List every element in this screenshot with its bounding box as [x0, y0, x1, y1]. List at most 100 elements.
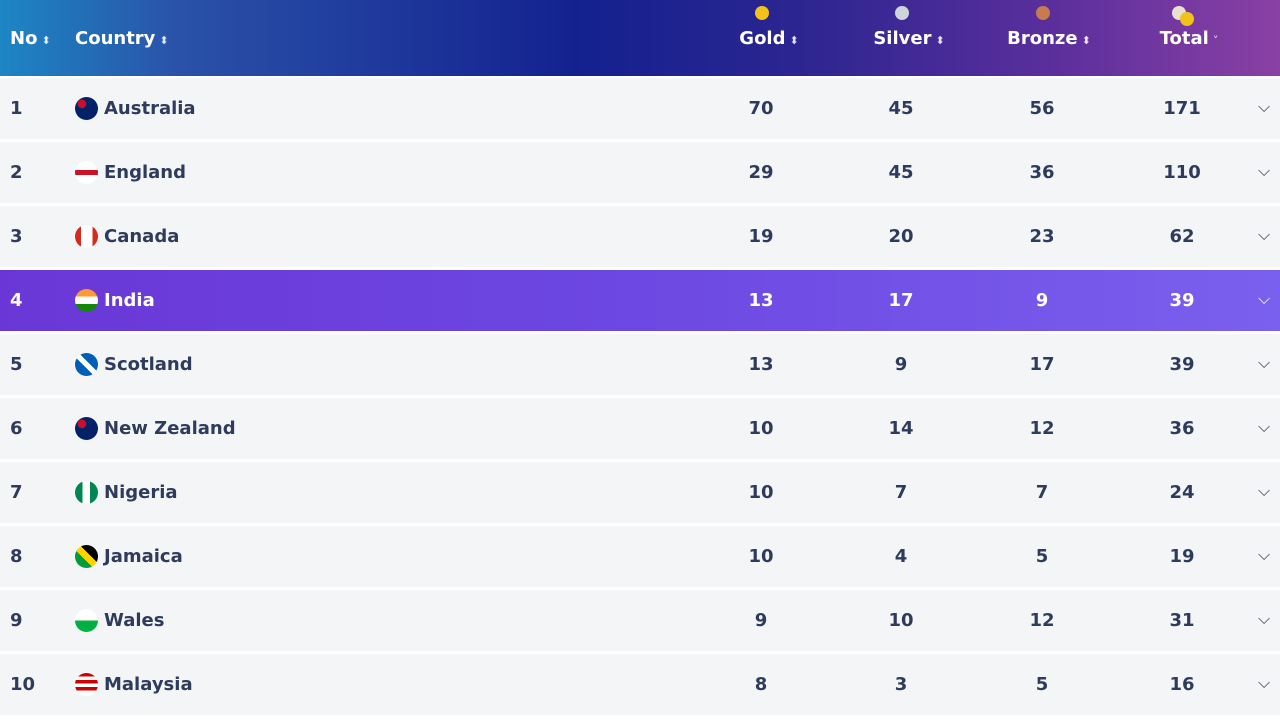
country-name: Wales — [104, 610, 165, 631]
bronze-count: 12 — [1029, 418, 1055, 439]
column-header[interactable]: Silver ⬍ — [873, 28, 944, 49]
country-name: Nigeria — [104, 482, 178, 503]
silver-count: 9 — [894, 354, 908, 375]
rank: 1 — [10, 98, 23, 119]
country-flag — [75, 225, 98, 248]
silver-count: 7 — [894, 482, 908, 503]
expand-chevron[interactable]: ⌵ — [1258, 417, 1271, 436]
table-row: 2 England 29 45 36 110 ⌵ — [0, 142, 1280, 203]
column-label: No — [10, 28, 38, 49]
country-flag — [75, 545, 98, 568]
column-label: Gold — [739, 28, 786, 49]
bronze-medal-icon — [1036, 6, 1050, 20]
bronze-count: 56 — [1029, 98, 1055, 119]
table-row: 9 Wales 9 10 12 31 ⌵ — [0, 590, 1280, 651]
column-header[interactable]: No ⬍ — [10, 28, 51, 49]
country-flag — [75, 481, 98, 504]
table-row: 1 Australia 70 45 56 171 ⌵ — [0, 78, 1280, 139]
total-count: 110 — [1163, 162, 1201, 183]
country-flag — [75, 161, 98, 184]
silver-count: 17 — [888, 290, 914, 311]
rank: 10 — [10, 674, 36, 695]
column-label: Total — [1159, 28, 1209, 49]
rank: 5 — [10, 354, 23, 375]
country-name: Jamaica — [104, 546, 183, 567]
expand-chevron[interactable]: ⌵ — [1258, 97, 1271, 116]
table-row: 7 Nigeria 10 7 7 24 ⌵ — [0, 462, 1280, 523]
column-header[interactable]: Total ˅ — [1160, 28, 1219, 49]
country-name: India — [104, 290, 155, 311]
total-count: 31 — [1169, 610, 1195, 631]
gold-count: 9 — [754, 610, 768, 631]
table-row: 6 New Zealand 10 14 12 36 ⌵ — [0, 398, 1280, 459]
gold-count: 10 — [748, 546, 774, 567]
rank: 2 — [10, 162, 23, 183]
silver-medal-icon — [895, 6, 909, 20]
table-row: 5 Scotland 13 9 17 39 ⌵ — [0, 334, 1280, 395]
sort-icon: ⬍ — [1081, 34, 1091, 47]
total-count: 16 — [1169, 674, 1195, 695]
country-name: England — [104, 162, 187, 183]
silver-count: 14 — [888, 418, 914, 439]
column-header[interactable]: Gold ⬍ — [739, 28, 798, 49]
gold-count: 8 — [754, 674, 768, 695]
country-name: Canada — [104, 226, 180, 247]
expand-chevron[interactable]: ⌵ — [1258, 609, 1271, 628]
total-medal-icon — [1180, 12, 1194, 26]
silver-count: 20 — [888, 226, 914, 247]
column-header[interactable]: Bronze ⬍ — [1007, 28, 1091, 49]
table-row: 10 Malaysia 8 3 5 16 ⌵ — [0, 654, 1280, 715]
bronze-count: 36 — [1029, 162, 1055, 183]
table-header: No ⬍ Country ⬍ Gold ⬍ Silver ⬍ Bronze ⬍ Total ˅ — [0, 0, 1280, 76]
silver-count: 45 — [888, 162, 914, 183]
expand-chevron[interactable]: ⌵ — [1258, 225, 1271, 244]
expand-chevron[interactable]: ⌵ — [1258, 673, 1271, 692]
bronze-count: 17 — [1029, 354, 1055, 375]
sort-icon: ˅ — [1212, 34, 1219, 47]
rank: 7 — [10, 482, 23, 503]
gold-count: 13 — [748, 354, 774, 375]
bronze-count: 5 — [1035, 674, 1049, 695]
country-flag — [75, 673, 98, 696]
silver-count: 45 — [888, 98, 914, 119]
country-name: New Zealand — [104, 418, 236, 439]
gold-count: 10 — [748, 418, 774, 439]
country-name: Malaysia — [104, 674, 193, 695]
table-row: 4 India 13 17 9 39 ⌵ — [0, 270, 1280, 331]
gold-count: 13 — [748, 290, 774, 311]
gold-medal-icon — [755, 6, 769, 20]
expand-chevron[interactable]: ⌵ — [1258, 161, 1271, 180]
silver-count: 4 — [894, 546, 908, 567]
silver-count: 3 — [894, 674, 908, 695]
total-count: 62 — [1169, 226, 1195, 247]
rank: 9 — [10, 610, 23, 631]
total-count: 39 — [1169, 290, 1195, 311]
country-flag — [75, 417, 98, 440]
gold-count: 70 — [748, 98, 774, 119]
expand-chevron[interactable]: ⌵ — [1258, 545, 1271, 564]
sort-icon: ⬍ — [935, 34, 945, 47]
column-header[interactable]: Country ⬍ — [75, 28, 169, 49]
table-row: 3 Canada 19 20 23 62 ⌵ — [0, 206, 1280, 267]
total-count: 39 — [1169, 354, 1195, 375]
gold-count: 29 — [748, 162, 774, 183]
bronze-count: 23 — [1029, 226, 1055, 247]
country-flag — [75, 289, 98, 312]
bronze-count: 7 — [1035, 482, 1049, 503]
country-flag — [75, 609, 98, 632]
gold-count: 19 — [748, 226, 774, 247]
sort-icon: ⬍ — [789, 34, 799, 47]
country-name: Scotland — [104, 354, 193, 375]
rank: 4 — [10, 290, 23, 311]
rank: 6 — [10, 418, 23, 439]
country-flag — [75, 353, 98, 376]
silver-count: 10 — [888, 610, 914, 631]
expand-chevron[interactable]: ⌵ — [1258, 289, 1271, 308]
expand-chevron[interactable]: ⌵ — [1258, 481, 1271, 500]
total-count: 171 — [1163, 98, 1201, 119]
expand-chevron[interactable]: ⌵ — [1258, 353, 1271, 372]
bronze-count: 9 — [1035, 290, 1049, 311]
rank: 3 — [10, 226, 23, 247]
column-label: Bronze — [1007, 28, 1078, 49]
